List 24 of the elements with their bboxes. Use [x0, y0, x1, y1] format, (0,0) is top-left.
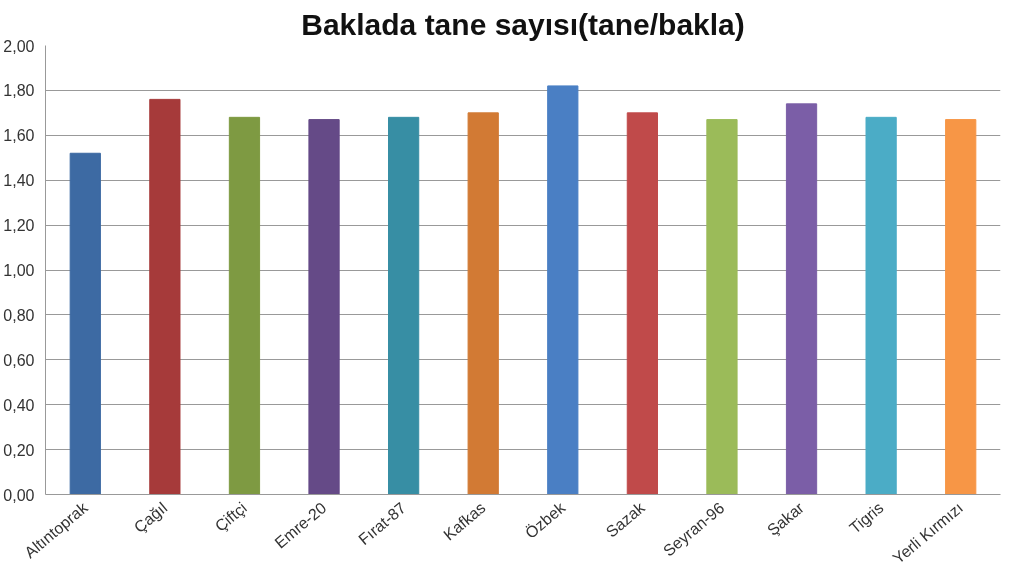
bar [308, 119, 340, 495]
bar [547, 85, 579, 495]
y-tick-label: 0,60 [3, 351, 35, 369]
y-tick-label: 0,40 [3, 396, 35, 414]
bar [228, 116, 261, 495]
bar [388, 116, 420, 495]
y-tick-label: 0,80 [3, 306, 35, 324]
y-tick-label: 1,20 [3, 217, 35, 235]
y-tick-label: 1,40 [3, 172, 35, 190]
y-tick-label: 1,60 [3, 127, 35, 145]
y-tick-label: 2,00 [3, 37, 35, 55]
bar [626, 112, 658, 495]
bar [69, 152, 101, 495]
y-tick-label: 0,00 [3, 486, 35, 504]
chart-title: Baklada tane sayısı(tane/bakla) [301, 7, 745, 41]
bar [706, 119, 738, 495]
bar [945, 119, 977, 495]
y-tick-label: 0,20 [3, 441, 35, 459]
bar [467, 112, 499, 495]
bar [149, 98, 181, 495]
bar [785, 103, 818, 495]
y-tick-label: 1,80 [3, 82, 35, 100]
bar [865, 116, 897, 495]
y-tick-label: 1,00 [3, 262, 35, 279]
